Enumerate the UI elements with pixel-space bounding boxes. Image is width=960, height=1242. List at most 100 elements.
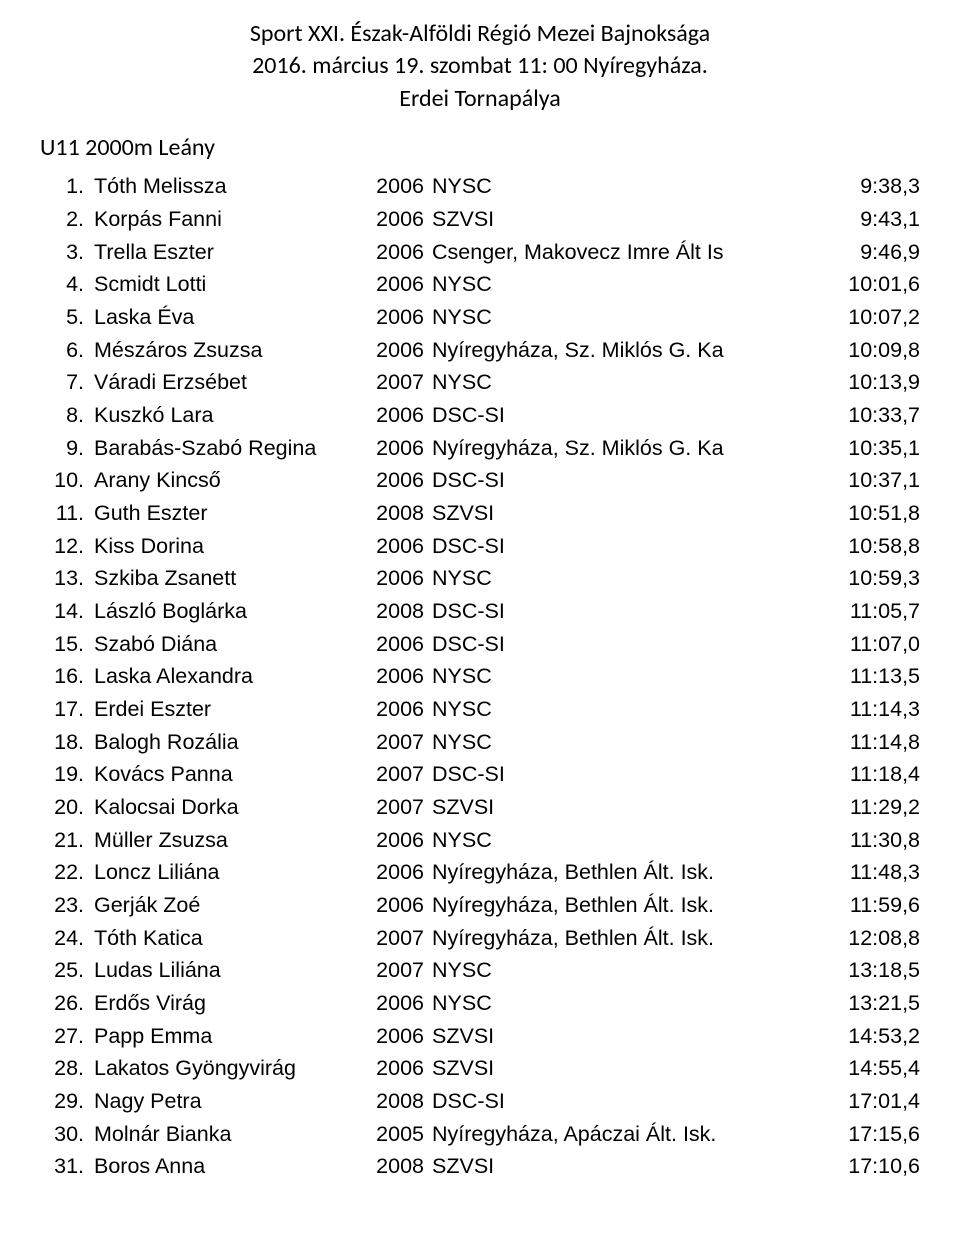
time-cell: 11:14,3 [810,693,920,726]
table-row: 6.Mészáros Zsuzsa2006Nyíregyháza, Sz. Mi… [40,334,920,367]
club-cell: NYSC [424,268,810,301]
club-cell: SZVSI [424,1150,810,1183]
rank-cell: 14. [40,595,90,628]
year-cell: 2006 [364,432,424,465]
time-cell: 14:55,4 [810,1052,920,1085]
time-cell: 11:14,8 [810,726,920,759]
club-cell: NYSC [424,726,810,759]
time-cell: 11:07,0 [810,628,920,661]
name-cell: Erdei Eszter [90,693,364,726]
name-cell: Kalocsai Dorka [90,791,364,824]
time-cell: 10:51,8 [810,497,920,530]
name-cell: Scmidt Lotti [90,268,364,301]
year-cell: 2006 [364,464,424,497]
section-title: U11 2000m Leány [40,133,920,162]
time-cell: 10:37,1 [810,464,920,497]
year-cell: 2006 [364,628,424,661]
name-cell: Müller Zsuzsa [90,824,364,857]
year-cell: 2006 [364,236,424,269]
year-cell: 2006 [364,399,424,432]
name-cell: László Boglárka [90,595,364,628]
rank-cell: 21. [40,824,90,857]
time-cell: 11:59,6 [810,889,920,922]
club-cell: DSC-SI [424,399,810,432]
rank-cell: 23. [40,889,90,922]
table-row: 5.Laska Éva2006NYSC10:07,2 [40,301,920,334]
time-cell: 11:29,2 [810,791,920,824]
table-row: 9.Barabás-Szabó Regina2006Nyíregyháza, S… [40,432,920,465]
club-cell: DSC-SI [424,530,810,563]
rank-cell: 22. [40,856,90,889]
name-cell: Mészáros Zsuzsa [90,334,364,367]
rank-cell: 25. [40,954,90,987]
document-header: Sport XXI. Észak-Alföldi Régió Mezei Baj… [40,18,920,115]
name-cell: Szkiba Zsanett [90,562,364,595]
name-cell: Gerják Zoé [90,889,364,922]
name-cell: Korpás Fanni [90,203,364,236]
rank-cell: 18. [40,726,90,759]
club-cell: NYSC [424,366,810,399]
time-cell: 17:15,6 [810,1118,920,1151]
rank-cell: 1. [40,170,90,203]
rank-cell: 7. [40,366,90,399]
name-cell: Laska Éva [90,301,364,334]
table-row: 23.Gerják Zoé2006Nyíregyháza, Bethlen Ál… [40,889,920,922]
name-cell: Erdős Virág [90,987,364,1020]
table-row: 14.László Boglárka2008DSC-SI11:05,7 [40,595,920,628]
club-cell: SZVSI [424,1020,810,1053]
club-cell: NYSC [424,301,810,334]
year-cell: 2008 [364,1150,424,1183]
year-cell: 2008 [364,595,424,628]
club-cell: NYSC [424,170,810,203]
rank-cell: 10. [40,464,90,497]
club-cell: DSC-SI [424,1085,810,1118]
table-row: 10.Arany Kincső2006DSC-SI10:37,1 [40,464,920,497]
year-cell: 2007 [364,726,424,759]
year-cell: 2007 [364,758,424,791]
name-cell: Papp Emma [90,1020,364,1053]
time-cell: 17:10,6 [810,1150,920,1183]
time-cell: 10:35,1 [810,432,920,465]
time-cell: 9:46,9 [810,236,920,269]
year-cell: 2007 [364,954,424,987]
table-row: 3.Trella Eszter2006Csenger, Makovecz Imr… [40,236,920,269]
year-cell: 2006 [364,334,424,367]
table-row: 8.Kuszkó Lara2006DSC-SI10:33,7 [40,399,920,432]
club-cell: NYSC [424,693,810,726]
name-cell: Kovács Panna [90,758,364,791]
table-row: 16.Laska Alexandra2006NYSC11:13,5 [40,660,920,693]
table-row: 30.Molnár Bianka2005Nyíregyháza, Apáczai… [40,1118,920,1151]
time-cell: 10:07,2 [810,301,920,334]
time-cell: 10:01,6 [810,268,920,301]
club-cell: SZVSI [424,1052,810,1085]
club-cell: Nyíregyháza, Apáczai Ált. Isk. [424,1118,810,1151]
time-cell: 11:48,3 [810,856,920,889]
header-line-3: Erdei Tornapálya [40,83,920,115]
table-row: 11.Guth Eszter2008SZVSI10:51,8 [40,497,920,530]
table-row: 17.Erdei Eszter2006NYSC11:14,3 [40,693,920,726]
name-cell: Szabó Diána [90,628,364,661]
year-cell: 2007 [364,366,424,399]
rank-cell: 4. [40,268,90,301]
club-cell: Nyíregyháza, Sz. Miklós G. Ka [424,334,810,367]
name-cell: Balogh Rozália [90,726,364,759]
year-cell: 2006 [364,856,424,889]
club-cell: SZVSI [424,497,810,530]
rank-cell: 30. [40,1118,90,1151]
name-cell: Nagy Petra [90,1085,364,1118]
rank-cell: 11. [40,497,90,530]
name-cell: Tóth Katica [90,922,364,955]
table-row: 2.Korpás Fanni2006SZVSI9:43,1 [40,203,920,236]
table-row: 20.Kalocsai Dorka2007SZVSI11:29,2 [40,791,920,824]
rank-cell: 28. [40,1052,90,1085]
time-cell: 10:58,8 [810,530,920,563]
club-cell: NYSC [424,824,810,857]
table-row: 12.Kiss Dorina2006DSC-SI10:58,8 [40,530,920,563]
rank-cell: 17. [40,693,90,726]
table-row: 31.Boros Anna2008SZVSI17:10,6 [40,1150,920,1183]
year-cell: 2006 [364,530,424,563]
name-cell: Barabás-Szabó Regina [90,432,364,465]
club-cell: SZVSI [424,203,810,236]
time-cell: 10:59,3 [810,562,920,595]
club-cell: Nyíregyháza, Bethlen Ált. Isk. [424,856,810,889]
